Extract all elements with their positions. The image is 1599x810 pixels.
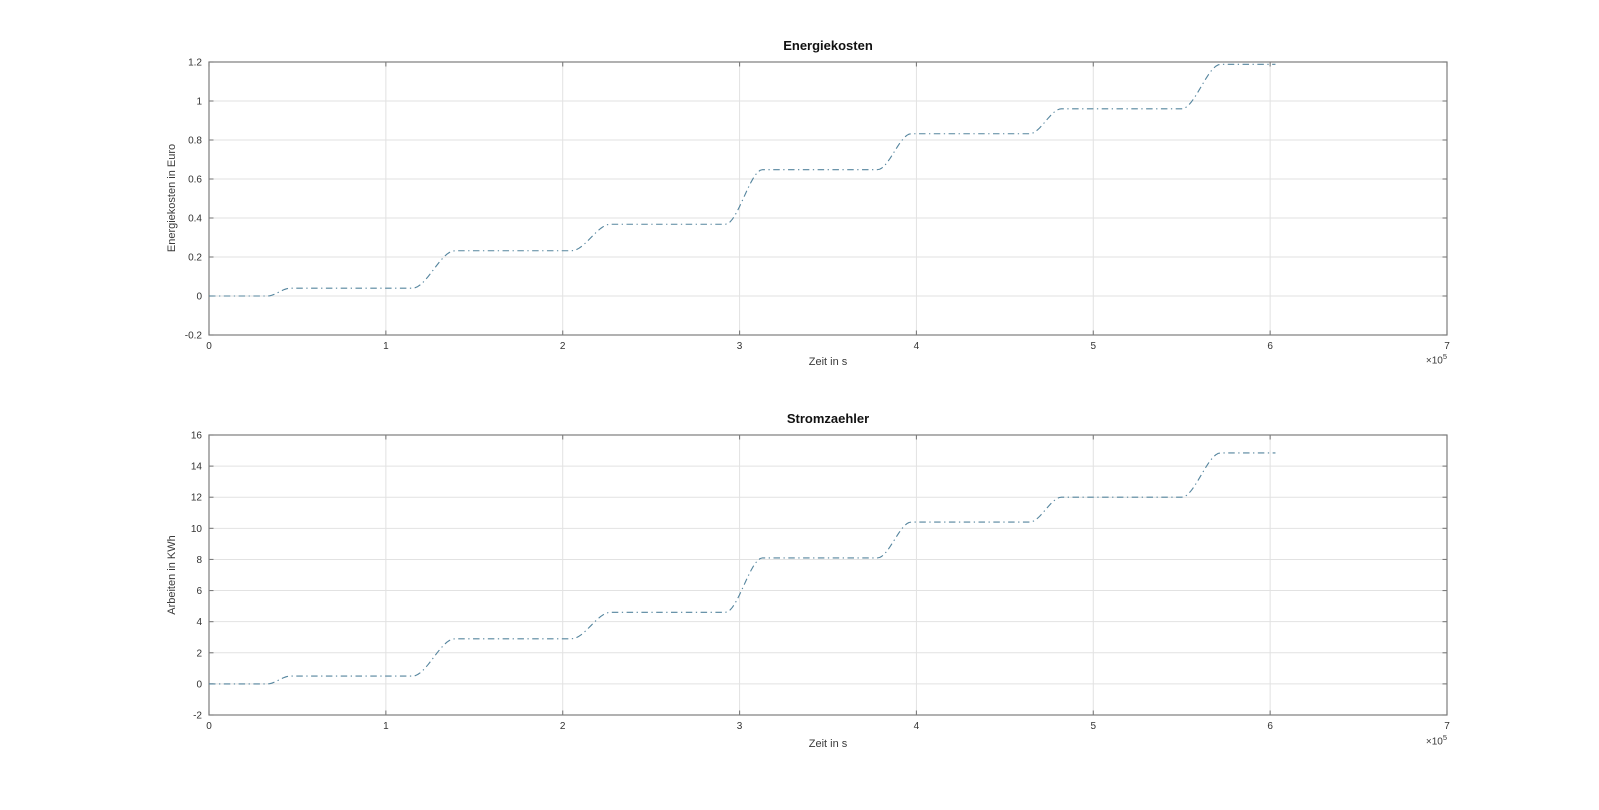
- y-tick-label: 6: [196, 586, 202, 597]
- x-tick-label: 5: [1091, 341, 1097, 352]
- y-tick-label: 2: [196, 648, 202, 659]
- y-tick-label: 0.4: [188, 214, 202, 225]
- y-tick-label: 14: [191, 462, 203, 473]
- axes-box: [208, 61, 1448, 336]
- x-tick-label: 4: [914, 721, 920, 732]
- y-tick-label: -0.2: [185, 331, 203, 342]
- y-tick-label: 10: [191, 524, 203, 535]
- y-tick-label: 1.2: [188, 58, 202, 69]
- y-tick-label: 8: [196, 555, 202, 566]
- plot-title-energiekosten: Energiekosten: [783, 38, 873, 53]
- y-tick-label: 0: [196, 679, 202, 690]
- y-tick-label: 0.2: [188, 253, 202, 264]
- x-tick-label: 6: [1267, 721, 1273, 732]
- x-tick-label: 1: [383, 341, 389, 352]
- y-tick-label: -2: [193, 711, 202, 722]
- y-tick-label: 1: [196, 97, 202, 108]
- exponent-multiplier: ×10: [1425, 736, 1443, 748]
- exponent-power: 5: [1442, 352, 1447, 361]
- y-tick-label: 4: [196, 617, 202, 628]
- axes-box: [208, 434, 1448, 716]
- plot-title-stromzaehler: Stromzaehler: [786, 411, 870, 426]
- x-tick-label: 2: [560, 341, 566, 352]
- x-tick-label: 0: [206, 721, 212, 732]
- y-tick-label: 12: [191, 493, 203, 504]
- x-axis-label-top: Zeit in s: [808, 356, 848, 368]
- x-tick-label: 2: [560, 721, 566, 732]
- y-tick-label: 0.6: [188, 175, 202, 186]
- x-tick-label: 7: [1444, 341, 1450, 352]
- x-tick-label: 7: [1444, 721, 1450, 732]
- x-tick-label: 3: [737, 721, 743, 732]
- x-axis-exponent-bottom: ×105: [1387, 733, 1447, 747]
- x-tick-label: 5: [1091, 721, 1097, 732]
- y-tick-label: 16: [191, 431, 203, 442]
- y-tick-label: 0.8: [188, 136, 202, 147]
- x-tick-label: 6: [1267, 341, 1273, 352]
- data-curve-energiekosten: [209, 63, 1276, 297]
- x-tick-label: 3: [737, 341, 743, 352]
- x-tick-label: 4: [914, 341, 920, 352]
- x-axis-label-bottom: Zeit in s: [808, 738, 848, 750]
- data-curve-stromzaehler: [209, 452, 1276, 685]
- x-axis-exponent-top: ×105: [1387, 352, 1447, 366]
- exponent-power: 5: [1442, 733, 1447, 742]
- y-tick-label: 0: [196, 292, 202, 303]
- x-tick-label: 1: [383, 721, 389, 732]
- x-tick-label: 0: [206, 341, 212, 352]
- exponent-multiplier: ×10: [1425, 355, 1443, 367]
